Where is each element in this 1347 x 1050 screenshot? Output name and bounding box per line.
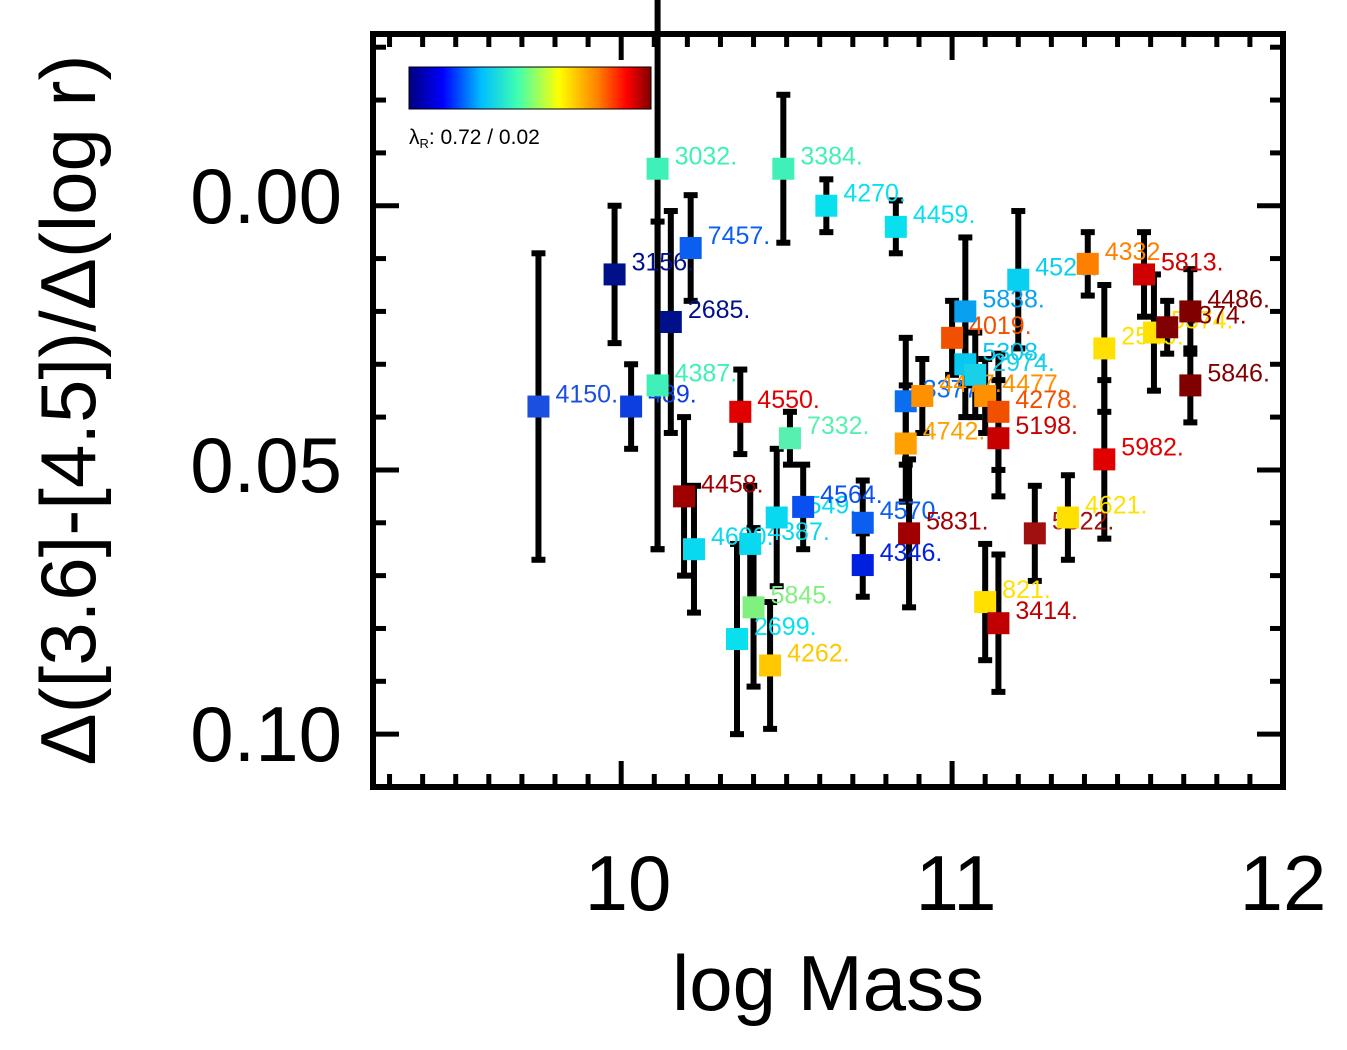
data-point [682, 538, 705, 561]
x-tick-label-12: 12 [1240, 839, 1327, 927]
point-label: 3032. [675, 143, 738, 171]
data-point [987, 612, 1010, 635]
point-label: 4387. [675, 359, 738, 387]
data-point [898, 522, 921, 545]
data-point [620, 395, 643, 418]
point-label: 4270. [843, 180, 906, 208]
point-label: 4570. [880, 497, 943, 525]
data-point [1179, 300, 1202, 323]
point-label: 5813. [1161, 248, 1224, 276]
data-point [1056, 506, 1079, 529]
point-label: 4550. [757, 386, 820, 414]
point-label: 3384. [800, 143, 863, 171]
point-label: 4332. [1105, 238, 1168, 266]
data-point [646, 374, 669, 397]
y-axis-title: Δ([3.6]-[4.5])/Δ(log r) [24, 54, 112, 765]
data-point [911, 384, 934, 407]
x-axis-title: log Mass [672, 939, 984, 1027]
point-labels: 4150.3156.489.3032.4387.2685.7457.4458.4… [555, 143, 1269, 668]
point-label: 4564. [820, 481, 883, 509]
data-point [646, 157, 669, 180]
point-label: 5308. [982, 338, 1045, 366]
data-point [815, 194, 838, 217]
data-point [1133, 263, 1156, 286]
point-label: 7332. [807, 412, 870, 440]
point-label: 4278. [1015, 386, 1078, 414]
data-point [964, 363, 987, 386]
data-point [726, 628, 748, 651]
y-tick-label-0.00: 0.00 [190, 152, 342, 240]
point-label: 3414. [1015, 597, 1078, 625]
data-point [739, 532, 762, 555]
data-point [603, 263, 626, 286]
data-point [679, 237, 702, 260]
point-label: 5845. [771, 581, 834, 609]
point-label: 4019. [969, 312, 1032, 340]
plot-frame [370, 31, 1286, 790]
point-label: 7457. [708, 222, 771, 250]
point-label: 4477. [1002, 370, 1065, 398]
data-point [1156, 316, 1179, 339]
point-label: 4458. [701, 470, 764, 498]
point-label: 2685. [688, 296, 751, 324]
data-point [772, 157, 795, 180]
data-point [1076, 252, 1099, 275]
data-point [1007, 268, 1030, 291]
data-point [954, 300, 977, 323]
data-point [792, 495, 815, 518]
x-tick-label-11: 11 [916, 839, 997, 927]
data-point [729, 400, 752, 423]
data-point [894, 390, 917, 413]
data-point [894, 432, 917, 455]
data-point [974, 591, 997, 614]
y-tick-label-0.10: 0.10 [190, 690, 342, 778]
point-label: 4150. [555, 381, 618, 409]
data-point [659, 310, 682, 333]
data-point [987, 427, 1010, 450]
data-point [1023, 522, 1046, 545]
data-point [759, 654, 782, 677]
error-bars [531, 0, 1198, 738]
data-layer: 4150.3156.489.3032.4387.2685.7457.4458.4… [527, 0, 1270, 738]
data-point [941, 326, 964, 349]
point-label: 5982. [1121, 433, 1184, 461]
y-tick-label-0.05: 0.05 [190, 421, 342, 509]
data-point [1179, 374, 1202, 397]
data-point [1093, 448, 1116, 471]
point-label: 2974. [992, 349, 1055, 377]
point-label: 5198. [1015, 412, 1078, 440]
data-point [884, 215, 907, 238]
data-point [987, 400, 1010, 423]
point-label: 4459. [913, 201, 976, 229]
data-point [851, 511, 874, 534]
point-label: 5831. [926, 507, 989, 535]
point-label: 821. [1002, 576, 1051, 604]
point-label: 5846. [1207, 359, 1270, 387]
markers [527, 157, 1202, 677]
point-label: 4742. [923, 418, 986, 446]
point-label: 4262. [787, 639, 850, 667]
colorbar: λR: 0.72 / 0.02 [408, 66, 652, 151]
point-label: 4486. [1207, 285, 1270, 313]
data-point [527, 395, 550, 418]
x-tick-label-10: 10 [585, 839, 672, 927]
colorbar-label: λR: 0.72 / 0.02 [409, 126, 540, 151]
point-label: 4621. [1085, 492, 1148, 520]
data-point [1093, 337, 1116, 360]
data-point [765, 506, 788, 529]
data-point [742, 596, 765, 619]
data-point [778, 427, 801, 450]
data-point [851, 554, 874, 577]
colorbar-gradient [408, 66, 652, 110]
data-point [673, 485, 696, 508]
